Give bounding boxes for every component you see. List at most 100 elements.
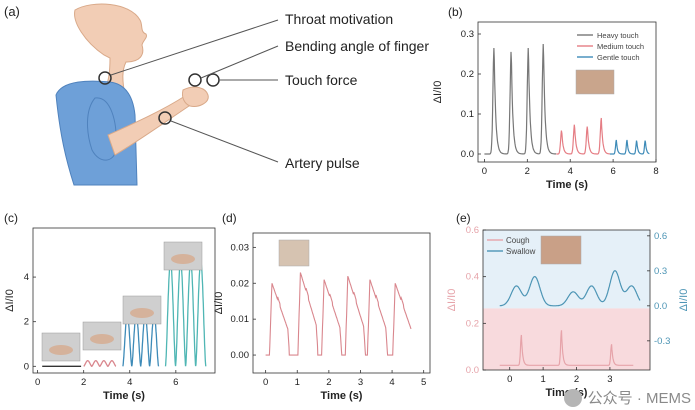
x-tick-label: 0 <box>507 374 512 385</box>
watermark: 公众号 · MEMS <box>563 387 691 408</box>
y-axis-label: ΔI/I0 <box>213 292 225 315</box>
series-line-3 <box>164 260 207 367</box>
x-tick-label: 4 <box>127 377 132 388</box>
upper-arm <box>87 97 117 161</box>
swallow-series-line <box>499 270 641 307</box>
panel-b-label: (b) <box>448 5 463 19</box>
throat-leader-line <box>110 19 279 76</box>
y-right-tick-label: -0.3 <box>654 336 670 347</box>
x-axis-label: Time (s) <box>546 179 588 191</box>
panel-a: (a) Throat motivation Bending angle of f… <box>4 3 429 186</box>
hand-shape-icon <box>130 308 154 318</box>
y-tick-label: 0.01 <box>231 314 250 325</box>
throat-marker-icon <box>98 71 112 85</box>
touch-marker-icon <box>206 73 220 87</box>
panel-e-label: (e) <box>456 211 471 225</box>
annotation-throat: Throat motivation <box>285 11 393 27</box>
x-tick-label: 2 <box>574 374 579 385</box>
panel-d-label: (d) <box>222 211 237 225</box>
x-tick-label: 0 <box>482 166 487 177</box>
finger-marker-icon <box>188 73 202 87</box>
head-shape <box>74 3 147 96</box>
chart-c: (c) 0 2 4 6 0 2 4 Time (s) ΔI/I0 <box>4 211 216 402</box>
y-tick-label: 0.1 <box>461 109 474 120</box>
x-tick-label: 6 <box>610 166 615 177</box>
x-tick-label: 8 <box>653 166 658 177</box>
series-line-medium-touch <box>556 117 610 155</box>
y-tick-label: 2 <box>24 317 29 328</box>
series-line-2 <box>122 313 160 367</box>
y-tick-label: 0.03 <box>231 242 250 253</box>
y-left-tick-label: 0.0 <box>466 365 479 376</box>
y-tick-label: 0 <box>24 361 29 372</box>
plot-frame <box>482 229 651 371</box>
neck-photo-icon <box>540 235 582 265</box>
legend-label: Cough <box>506 236 530 245</box>
chart-b: (b) 0 2 4 6 8 0.0 0.1 0.2 0.3 Time (s) ΔI/I0 Heavy t… <box>432 5 659 191</box>
finger-leader-line <box>200 45 279 79</box>
chart-d: (d) 0 1 2 3 4 5 0.00 0.01 0.02 0.03 Time (s) ΔI/I0 <box>213 211 431 402</box>
x-tick-label: 0 <box>263 377 268 388</box>
x-tick-label: 2 <box>326 377 331 388</box>
x-tick-label: 5 <box>421 377 426 388</box>
plot-frame <box>477 21 657 163</box>
charts-layer: (b) 0 2 4 6 8 0.0 0.1 0.2 0.3 Time (s) ΔI/I0 Heavy t… <box>4 5 690 402</box>
y-left-tick-label: 0.6 <box>466 225 479 236</box>
panel-c-label: (c) <box>4 211 18 225</box>
y-axis-label: ΔI/I0 <box>432 81 444 104</box>
legend-label: Gentle touch <box>597 53 640 62</box>
x-tick-label: 6 <box>173 377 178 388</box>
x-tick-label: 1 <box>540 374 545 385</box>
y-right-tick-label: 0.3 <box>654 266 667 277</box>
y-left-axis-label: ΔI/I0 <box>446 289 458 312</box>
y-tick-label: 4 <box>24 272 29 283</box>
x-tick-label: 1 <box>295 377 300 388</box>
y-axis-label: ΔI/I0 <box>4 289 16 312</box>
plot-frame <box>32 227 216 374</box>
wechat-logo-icon <box>563 388 582 407</box>
annotation-touch: Touch force <box>285 72 358 88</box>
hand-shape-icon <box>171 254 195 264</box>
legend-label: Swallow <box>506 247 536 256</box>
series-line-1 <box>83 360 117 368</box>
hand-shape-icon <box>49 345 73 355</box>
hand <box>182 86 209 107</box>
cough-series-line <box>499 330 634 366</box>
x-axis-label: Time (s) <box>103 390 145 402</box>
x-tick-label: 2 <box>525 166 530 177</box>
x-tick-label: 2 <box>81 377 86 388</box>
y-right-tick-label: 0.0 <box>654 301 667 312</box>
annotation-pulse: Artery pulse <box>285 155 360 171</box>
y-right-tick-label: 0.6 <box>654 231 667 242</box>
y-tick-label: 0.00 <box>231 350 250 361</box>
y-tick-label: 0.0 <box>461 149 474 160</box>
cough-band <box>483 308 650 370</box>
y-right-axis-label: ΔI/I0 <box>678 289 690 312</box>
watermark-text: 公众号 · MEMS <box>587 390 691 407</box>
pulse-marker-icon <box>158 111 172 125</box>
y-tick-label: 0.2 <box>461 69 474 80</box>
y-tick-label: 0.02 <box>231 278 250 289</box>
y-tick-label: 0.3 <box>461 29 474 40</box>
plot-frame <box>252 232 431 374</box>
series-line-gentle-touch <box>609 139 650 155</box>
x-tick-label: 3 <box>607 374 612 385</box>
x-axis-label: Time (s) <box>321 390 363 402</box>
y-left-tick-label: 0.2 <box>466 318 479 329</box>
x-tick-label: 4 <box>389 377 394 388</box>
wrist-photo-icon <box>278 239 310 267</box>
y-left-tick-label: 0.4 <box>466 272 479 283</box>
x-tick-label: 4 <box>568 166 573 177</box>
x-tick-label: 0 <box>35 377 40 388</box>
pulse-series-line <box>265 272 412 356</box>
legend-label: Heavy touch <box>597 31 639 40</box>
panel-a-label: (a) <box>4 4 20 19</box>
hand-shape-icon <box>90 334 114 344</box>
series-line-heavy-touch <box>484 43 557 155</box>
pulse-leader-line <box>170 120 279 163</box>
finger-photo-icon <box>575 69 615 95</box>
legend-label: Medium touch <box>597 42 644 51</box>
person-illustration <box>55 3 279 186</box>
